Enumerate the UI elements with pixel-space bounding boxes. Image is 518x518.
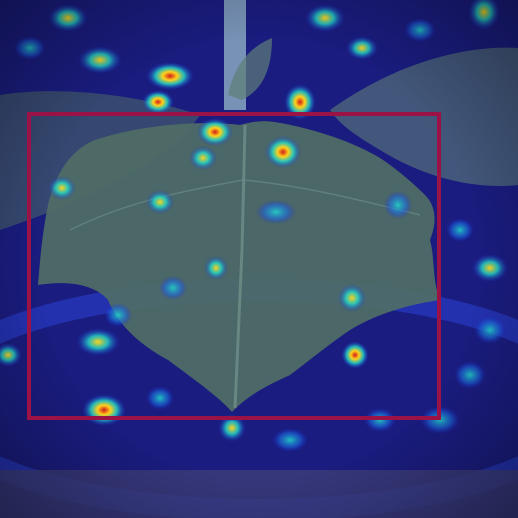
detection-bounding-box: [27, 112, 441, 420]
